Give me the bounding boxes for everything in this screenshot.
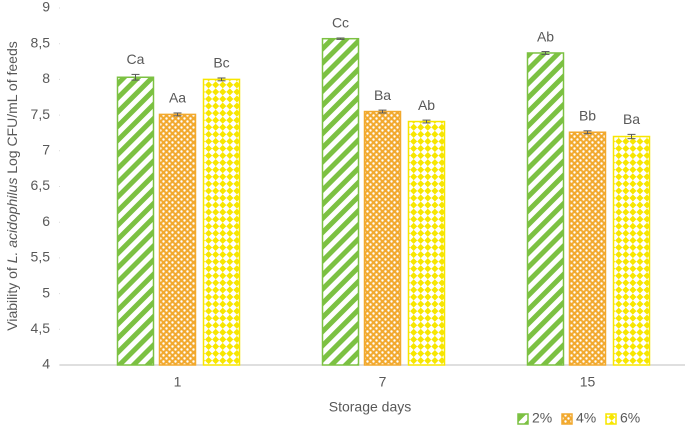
y-tick-label: 5,5 xyxy=(31,249,51,265)
error-bar xyxy=(217,77,226,82)
y-axis-title-part: Viability of xyxy=(4,263,20,330)
data-label: Aa xyxy=(169,90,186,106)
y-tick-label: 6,5 xyxy=(31,177,51,193)
x-axis-title: Storage days xyxy=(329,399,412,415)
data-label: Ba xyxy=(623,111,640,127)
data-label: Bb xyxy=(579,108,596,124)
x-tick-label: 1 xyxy=(174,374,182,390)
data-label: Ca xyxy=(127,51,145,67)
error-bar xyxy=(583,130,592,135)
y-tick-label: 4 xyxy=(42,356,50,372)
error-bar xyxy=(336,37,345,40)
bar xyxy=(202,78,241,366)
legend-swatch xyxy=(517,413,529,425)
legend-label: 6% xyxy=(620,410,640,426)
legend-label: 4% xyxy=(576,410,596,426)
y-axis-title: Viability of L. acidophilus Log CFU/mL o… xyxy=(4,41,20,331)
y-tick-label: 7,5 xyxy=(31,106,51,122)
data-label: Bc xyxy=(213,55,229,71)
bar xyxy=(612,135,651,366)
bar xyxy=(568,131,607,366)
y-tick-label: 4,5 xyxy=(31,320,51,336)
y-axis-title-part: Log CFU/mL of feeds xyxy=(4,41,20,177)
y-tick-label: 9 xyxy=(42,0,50,15)
error-bar xyxy=(541,51,550,55)
error-bar xyxy=(422,119,431,124)
x-tick-label: 15 xyxy=(580,374,596,390)
y-tick-label: 8,5 xyxy=(31,34,51,50)
error-bar xyxy=(378,109,387,114)
error-bar xyxy=(173,112,182,117)
data-label: Cc xyxy=(332,15,349,31)
bar xyxy=(116,76,155,366)
data-label: Ab xyxy=(537,28,554,44)
legend-swatch xyxy=(561,413,573,425)
bar xyxy=(158,113,197,366)
legend-swatch xyxy=(605,413,617,425)
bar xyxy=(526,52,565,366)
data-label: Ab xyxy=(418,97,435,113)
bar xyxy=(363,110,402,366)
y-tick-label: 6 xyxy=(42,213,50,229)
y-tick-label: 5 xyxy=(42,284,50,300)
bar xyxy=(407,120,446,366)
error-bar xyxy=(627,133,636,140)
x-tick-label: 7 xyxy=(379,374,387,390)
y-tick-label: 7 xyxy=(42,142,50,158)
error-bar xyxy=(131,73,140,81)
bar xyxy=(321,37,360,366)
y-axis-title-part: L. acidophilus xyxy=(4,178,20,264)
y-tick-label: 8 xyxy=(42,70,50,86)
data-label: Ba xyxy=(374,87,391,103)
legend-label: 2% xyxy=(532,410,552,426)
